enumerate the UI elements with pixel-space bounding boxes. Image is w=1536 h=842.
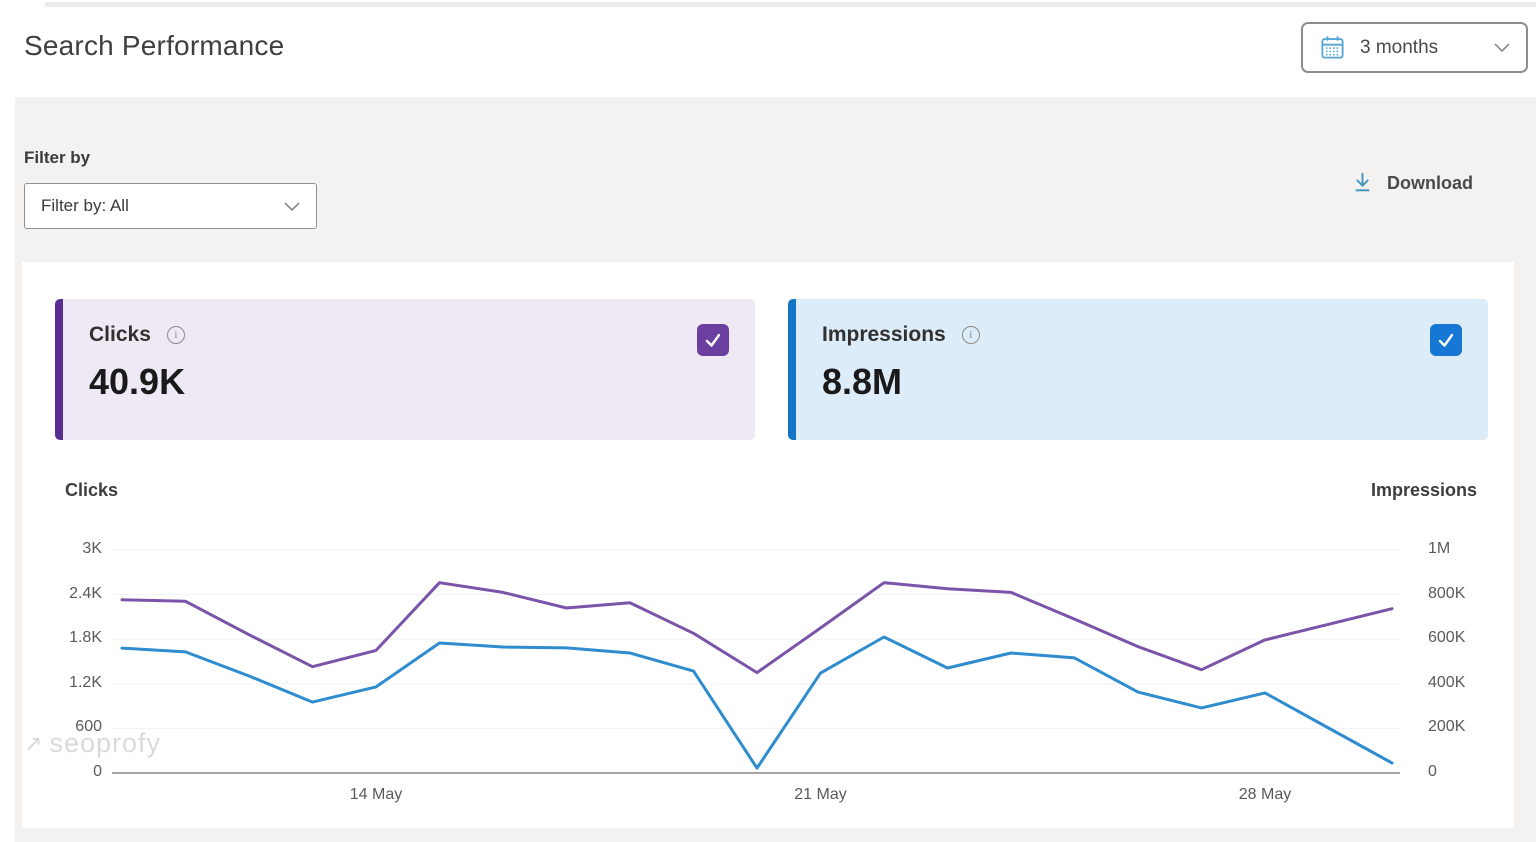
chart-card: Clicks i 40.9K Impressions i 8.8M Clicks… <box>22 262 1514 828</box>
info-icon[interactable]: i <box>166 326 185 344</box>
left-axis-title: Clicks <box>65 480 119 500</box>
download-button[interactable]: Download <box>1352 172 1473 194</box>
filter-by-dropdown[interactable]: Filter by: All <box>24 183 317 229</box>
date-range-value: 3 months <box>1360 36 1439 58</box>
impressions-checkbox[interactable] <box>1430 324 1462 356</box>
top-divider <box>45 2 1536 7</box>
impressions-metric-card[interactable]: Impressions i 8.8M <box>788 299 1488 440</box>
right-axis-title: Impressions <box>1370 480 1477 500</box>
impressions-line <box>120 635 1394 770</box>
chevron-down-icon <box>1494 43 1510 52</box>
clicks-card-value: 40.9K <box>89 361 186 402</box>
check-icon <box>705 333 721 347</box>
filter-by-value: Filter by: All <box>41 196 129 215</box>
clicks-card-label: Clicks <box>89 323 151 346</box>
clicks-checkbox[interactable] <box>697 324 729 356</box>
chevron-down-icon <box>284 201 300 211</box>
arrow-up-right-icon: ↗ <box>24 730 44 756</box>
page-title: Search Performance <box>24 30 285 61</box>
date-range-dropdown[interactable]: 3 months <box>1301 22 1528 73</box>
watermark-text: seoprofy <box>49 728 161 758</box>
clicks-metric-card[interactable]: Clicks i 40.9K <box>55 299 755 440</box>
impressions-card-value: 8.8M <box>822 361 903 402</box>
download-icon <box>1355 173 1370 192</box>
watermark: ↗ seoprofy <box>24 728 161 759</box>
calendar-icon <box>1321 36 1344 59</box>
performance-line-chart[interactable] <box>22 262 1514 828</box>
impressions-card-label: Impressions <box>822 323 946 346</box>
info-icon[interactable]: i <box>961 326 980 344</box>
download-label: Download <box>1387 172 1473 193</box>
check-icon <box>1438 333 1454 347</box>
filter-by-label: Filter by <box>24 148 91 167</box>
clicks-line <box>120 581 1394 675</box>
